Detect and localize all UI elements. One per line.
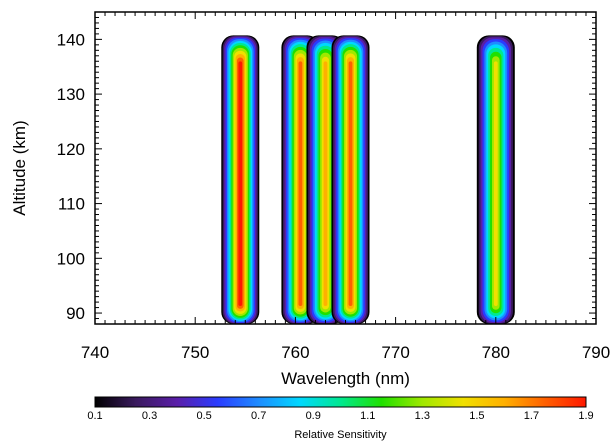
y-tick-label: 120 <box>57 140 85 159</box>
x-tick-label: 760 <box>281 343 309 362</box>
axes-layer: 740 750 760 770 780 790 90 100 110 120 130 140 <box>57 11 610 362</box>
y-tick-label: 90 <box>66 304 85 323</box>
x-tick-label: 770 <box>381 343 409 362</box>
band-1-level-11 <box>298 61 303 306</box>
band-2-level-10 <box>323 61 328 306</box>
band-1 <box>281 35 320 325</box>
band-0 <box>221 35 260 325</box>
colorbar-ticks: 0.1 0.3 0.5 0.7 0.9 1.1 1.3 1.5 1.7 1.9 <box>87 410 593 422</box>
colorbar-tick-label: 1.1 <box>360 410 375 422</box>
colorbar-title: Relative Sensitivity <box>294 429 387 441</box>
colorbar-tick-label: 1.7 <box>524 410 539 422</box>
y-axis-title: Altitude (km) <box>10 120 29 215</box>
y-tick-label: 130 <box>57 85 85 104</box>
band-4 <box>476 35 515 325</box>
band-3-level-11 <box>348 61 353 306</box>
y-tick-label: 140 <box>57 30 85 49</box>
bands-layer <box>221 35 515 325</box>
x-tick-label: 740 <box>81 343 109 362</box>
colorbar-tick-label: 0.9 <box>306 410 321 422</box>
colorbar-tick-label: 0.5 <box>196 410 211 422</box>
x-tick-label: 750 <box>181 343 209 362</box>
x-axis-title: Wavelength (nm) <box>281 369 410 388</box>
colorbar-tick-label: 1.9 <box>578 410 593 422</box>
y-tick-label: 100 <box>57 249 85 268</box>
colorbar <box>94 396 587 408</box>
x-tick-label: 790 <box>582 343 610 362</box>
colorbar-tick-label: 0.1 <box>87 410 102 422</box>
band-0-level-12 <box>238 61 243 306</box>
band-3 <box>331 35 370 325</box>
colorbar-tick-label: 0.7 <box>251 410 266 422</box>
colorbar-tick-label: 1.3 <box>415 410 430 422</box>
band-4-level-9 <box>493 61 498 306</box>
x-tick-label: 780 <box>482 343 510 362</box>
colorbar-tick-label: 0.3 <box>142 410 157 422</box>
y-tick-label: 110 <box>58 195 85 214</box>
colorbar-tick-label: 1.5 <box>469 410 484 422</box>
